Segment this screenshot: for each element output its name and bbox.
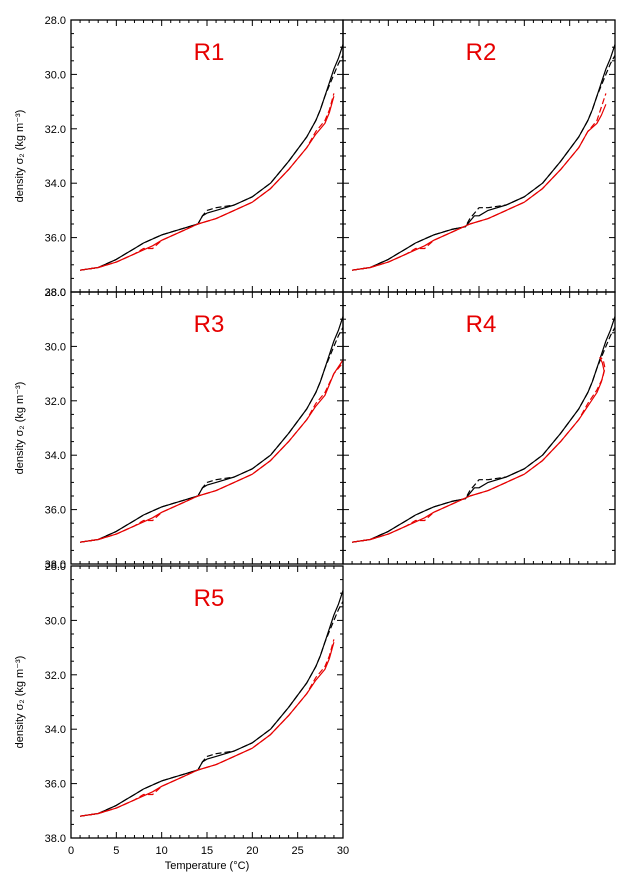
panel-r5: 28.0 30.0 32.0 34.0 36.0 38.0 density σ₂ (kg m… [14, 561, 349, 872]
y-tick-label: 36.0 [45, 505, 66, 517]
series-red-solid [352, 104, 607, 271]
y-tick-label: 34.0 [45, 178, 66, 190]
panel-title: R1 [194, 39, 225, 66]
y-axis-label: density σ₂ (kg m⁻³) [14, 110, 26, 203]
series-red-solid [80, 642, 335, 817]
y-tick-label: 28.0 [45, 287, 66, 299]
x-axis-label: Temperature (°C) [165, 860, 249, 872]
y-tick-label: 38.0 [45, 287, 66, 299]
y-tick-label: 30.0 [45, 615, 66, 627]
y-tick-label: 36.0 [45, 779, 66, 791]
series-red-dashed [352, 356, 606, 543]
series-black-solid [352, 316, 616, 543]
series-red-solid [352, 357, 605, 543]
y-tick-label: 32.0 [45, 396, 66, 408]
series-black-solid [80, 316, 344, 543]
series-black-dashed [80, 327, 344, 543]
y-axis-label: density σ₂ (kg m⁻³) [14, 656, 26, 749]
series-black-solid [352, 44, 616, 271]
panel-r2: R2 [342, 19, 616, 293]
series-red-dashed [80, 93, 335, 271]
y-tick-label: 36.0 [45, 233, 66, 245]
x-tick-label: 20 [246, 845, 258, 857]
y-tick-label: 30.0 [45, 341, 66, 353]
y-tick-label: 28.0 [45, 15, 66, 27]
y-tick-label: 32.0 [45, 124, 66, 136]
panel-title: R3 [194, 311, 225, 338]
y-tick-label: 34.0 [45, 724, 66, 736]
series-black-dashed [352, 55, 616, 271]
y-tick-label: 38.0 [45, 559, 66, 571]
panel-title: R5 [194, 585, 225, 612]
panel-r4: R4 [342, 291, 616, 565]
series-black-solid [80, 590, 344, 817]
panel-r1: 28.0 30.0 32.0 34.0 36.0 38.0 density σ₂ (kg m… [14, 15, 344, 299]
y-axis-label: density σ₂ (kg m⁻³) [14, 382, 26, 475]
y-tick-label: 38.0 [45, 833, 66, 845]
x-tick-label: 30 [337, 845, 349, 857]
x-tick-label: 5 [113, 845, 119, 857]
x-tick-label: 25 [292, 845, 304, 857]
series-black-dashed [352, 327, 616, 543]
y-tick-label: 28.0 [45, 561, 66, 573]
series-red-dashed [80, 362, 344, 543]
x-tick-label: 10 [156, 845, 168, 857]
y-tick-label: 30.0 [45, 69, 66, 81]
y-tick-label: 34.0 [45, 450, 66, 462]
panel-title: R2 [466, 39, 497, 66]
panel-title: R4 [466, 311, 497, 338]
x-tick-label: 15 [201, 845, 213, 857]
series-black-dashed [80, 55, 344, 271]
series-red-dashed [352, 93, 607, 271]
x-tick-label: 0 [68, 845, 74, 857]
series-red-solid [80, 359, 344, 543]
series-red-solid [80, 96, 335, 271]
y-tick-label: 32.0 [45, 670, 66, 682]
series-red-dashed [80, 639, 335, 817]
panel-r3: 28.0 30.0 32.0 34.0 36.0 38.0 density σ₂ (kg m… [14, 287, 344, 571]
series-black-dashed [80, 601, 344, 817]
series-black-solid [80, 44, 344, 271]
